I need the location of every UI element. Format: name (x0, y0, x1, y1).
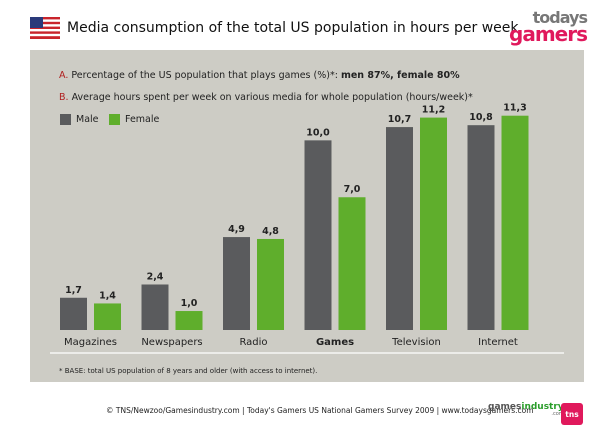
data-label-male-television: 10,7 (388, 114, 411, 125)
legend-swatch-female (109, 114, 120, 125)
data-label-male-radio: 4,9 (228, 224, 245, 235)
category-label-newspapers: Newspapers (141, 337, 202, 348)
category-label-internet: Internet (478, 337, 518, 348)
data-label-female-radio: 4,8 (262, 226, 279, 237)
bar-chart: 1,7 1,4 Magazines 2,4 1,0 Newspapers 4,9 4,8 Rad… (50, 103, 564, 354)
bar-male-games (304, 140, 332, 330)
data-label-female-magazines: 1,4 (99, 290, 116, 301)
logo-bottom-text: gamers (509, 22, 588, 46)
legend-label-male: Male (76, 114, 99, 125)
footer-credits: © TNS/Newzoo/Gamesindustry.com | Today's… (106, 406, 534, 415)
data-label-female-newspapers: 1,0 (181, 298, 198, 309)
category-label-magazines: Magazines (64, 337, 117, 348)
data-label-female-internet: 11,3 (503, 103, 526, 114)
todaysgamers-logo: todays gamers (509, 8, 588, 46)
data-label-female-games: 7,0 (344, 184, 361, 195)
legend-swatch-male (60, 114, 71, 125)
category-label-radio: Radio (239, 337, 267, 348)
note-a-letter: A. (59, 70, 69, 81)
bar-male-magazines (60, 297, 87, 330)
bar-female-radio (257, 238, 284, 330)
category-label-games: Games (316, 337, 354, 348)
note-b: B. Average hours spent per week on vario… (59, 92, 473, 103)
bar-female-internet (501, 115, 529, 330)
note-b-letter: B. (59, 92, 69, 103)
data-label-female-television: 11,2 (422, 105, 445, 116)
data-label-male-internet: 10,8 (469, 112, 493, 123)
data-label-male-magazines: 1,7 (65, 285, 82, 296)
legend-item-female: Female (109, 114, 159, 125)
legend-item-male: Male (60, 114, 99, 125)
footnote: * BASE: total US population of 8 years a… (59, 367, 318, 375)
bar-female-magazines (94, 303, 121, 330)
note-a-values: men 87%, female 80% (340, 70, 460, 81)
bar-male-television (386, 127, 413, 330)
data-label-male-newspapers: 2,4 (147, 271, 164, 282)
note-a: A. Percentage of the US population that … (59, 70, 460, 81)
bar-male-internet (467, 125, 495, 330)
gamesindustry-logo-industry: industry (521, 402, 564, 412)
data-label-male-games: 10,0 (306, 127, 330, 138)
category-label-television: Television (391, 337, 441, 348)
gamesindustry-logo-com: .com (551, 411, 564, 417)
gamesindustry-logo-games: games (488, 402, 522, 412)
page-title: Media consumption of the total US popula… (67, 20, 523, 36)
gamesindustry-logo: gamesindustry .com (488, 402, 564, 417)
tns-logo: tns (561, 403, 583, 425)
bar-female-television (420, 117, 447, 330)
bar-male-radio (223, 237, 250, 330)
note-a-text: Percentage of the US population that pla… (71, 70, 338, 81)
logo-top-text: todays (532, 8, 588, 27)
bar-female-newspapers (175, 311, 203, 330)
bar-male-newspapers (141, 284, 169, 330)
us-flag-icon (30, 17, 60, 39)
legend-label-female: Female (125, 114, 160, 125)
note-b-text: Average hours spent per week on various … (71, 92, 473, 103)
bar-female-games (338, 197, 366, 330)
